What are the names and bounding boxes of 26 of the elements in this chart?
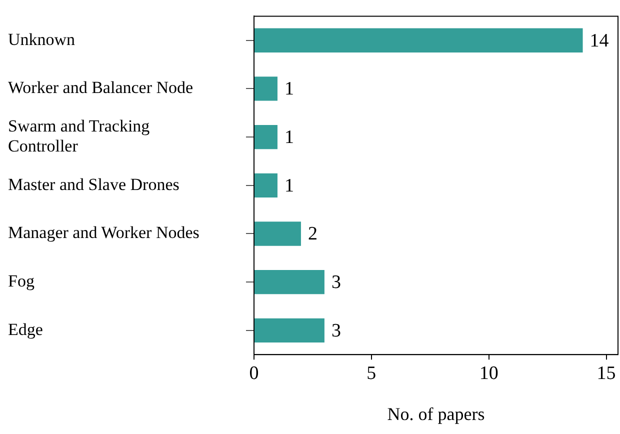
y-tick-label: Fog: [8, 272, 35, 291]
data-label: 3: [331, 320, 341, 342]
x-axis-title: No. of papers: [387, 404, 485, 424]
y-tick-label: Swarm and Tracking Controller: [8, 116, 150, 156]
y-tick-label: Edge: [8, 320, 43, 339]
data-label: 1: [284, 175, 294, 196]
data-label: 3: [331, 272, 341, 294]
bar: [254, 222, 301, 246]
bar: [254, 270, 324, 294]
data-label: 1: [284, 78, 294, 100]
x-tick-label: 15: [596, 362, 616, 384]
y-tick-label: Manager and Worker Nodes: [8, 223, 200, 242]
y-tick-label: Unknown: [8, 30, 76, 49]
bar: [254, 28, 583, 52]
y-tick-label: Worker and Balancer Node: [8, 78, 194, 98]
bar: [254, 173, 278, 198]
x-tick-label: 10: [479, 362, 498, 384]
data-label: 2: [308, 224, 318, 245]
data-label: 1: [284, 127, 294, 148]
bar: [254, 76, 278, 101]
x-tick-label: 5: [366, 362, 376, 384]
bar: [254, 318, 324, 343]
bar: [254, 124, 278, 150]
x-tick-label: 0: [249, 362, 259, 384]
y-tick-label: Master and Slave Drones: [8, 174, 180, 194]
data-label: 14: [590, 30, 610, 52]
